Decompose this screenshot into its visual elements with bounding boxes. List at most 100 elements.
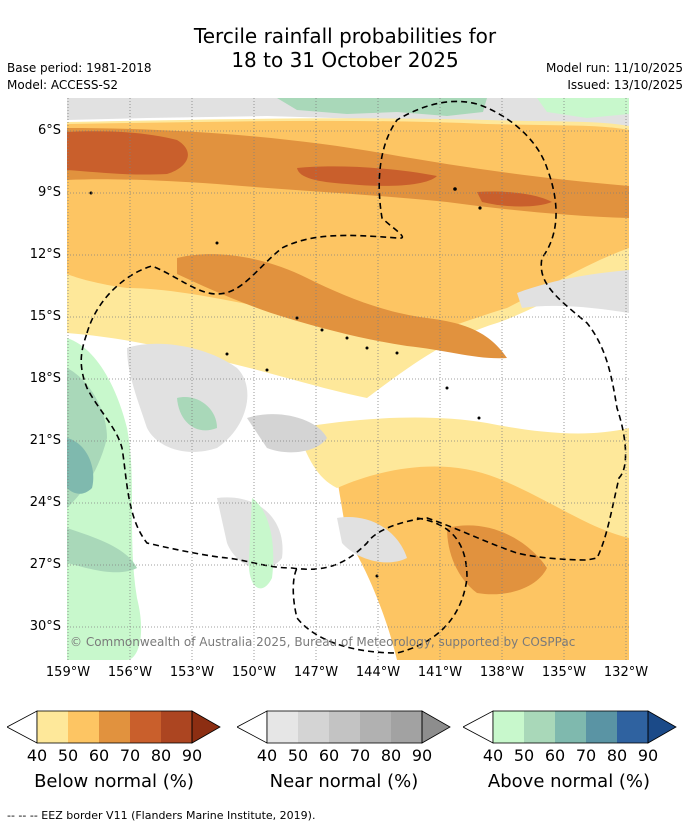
colorbar-swatch	[617, 711, 648, 743]
eez-french-polynesia	[80, 100, 627, 571]
colorbar-tick: 40	[26, 746, 48, 765]
colorbar-tick: 50	[513, 746, 535, 765]
colorbar-tick: 90	[411, 746, 433, 765]
colorbar-above-normal	[463, 710, 677, 744]
island-marker	[477, 416, 481, 420]
lon-label: 132°W	[603, 665, 649, 680]
below-40-south	[297, 417, 629, 538]
model-run-date: Model run: 11/10/2025	[545, 61, 683, 75]
below-60-south	[447, 525, 547, 595]
colorbar-swatch	[360, 711, 391, 743]
issued-date: Issued: 13/10/2025	[567, 78, 683, 92]
island-marker	[215, 241, 219, 245]
below-60-central	[177, 254, 507, 359]
colorbar-swatch	[161, 711, 192, 743]
lon-label: 150°W	[231, 665, 277, 680]
colorbar-tick: 90	[637, 746, 659, 765]
below-70-east	[297, 166, 437, 186]
eez-footnote: -- -- -- EEZ border V11 (Flanders Marine…	[7, 809, 316, 822]
colorbar-swatch	[298, 711, 329, 743]
copyright-notice: © Commonwealth of Australia 2025, Bureau…	[70, 635, 576, 649]
lat-label: 21°S	[29, 433, 61, 448]
lon-label: 147°W	[293, 665, 339, 680]
lat-label: 24°S	[29, 495, 61, 510]
colorbar-below-normal	[7, 710, 221, 744]
colorbar-swatch	[37, 711, 68, 743]
lat-label: 6°S	[37, 123, 61, 138]
above-40-center	[248, 498, 274, 589]
colorbar-swatch	[329, 711, 360, 743]
lon-label: 159°W	[45, 665, 91, 680]
lon-label: 156°W	[107, 665, 153, 680]
colorbar-low-tip	[7, 710, 38, 744]
lat-label: 30°S	[29, 619, 61, 634]
above-50-mid	[177, 397, 217, 431]
colorbar-tick: 60	[318, 746, 340, 765]
base-period: Base period: 1981-2018	[7, 61, 152, 75]
colorbar-low-tip	[237, 710, 268, 744]
above-50-sw	[67, 528, 137, 573]
above-normal-top-right	[537, 98, 629, 118]
eez-pitcairn	[292, 517, 468, 654]
colorbar-swatch	[267, 711, 298, 743]
island-marker	[478, 206, 482, 210]
model-name: Model: ACCESS-S2	[7, 78, 119, 92]
above-60-west	[67, 438, 94, 494]
title-line-1: Tercile rainfall probabilities for	[193, 24, 497, 48]
colorbar-swatch	[524, 711, 555, 743]
colorbar-swatch	[68, 711, 99, 743]
map-title: Tercile rainfall probabilities for 18 to…	[0, 24, 690, 72]
colorbar-title-below: Below normal (%)	[34, 771, 194, 792]
island-marker	[265, 368, 269, 372]
lat-label: 15°S	[29, 309, 61, 324]
island-marker	[365, 346, 369, 350]
above-normal-top-patch	[277, 98, 487, 116]
run-info: Model run: 11/10/2025 Issued: 13/10/2025	[546, 60, 683, 94]
colorbar-title-above: Above normal (%)	[487, 771, 651, 792]
colorbar-swatch	[586, 711, 617, 743]
lat-label: 9°S	[37, 185, 61, 200]
colorbar-tick: 60	[88, 746, 110, 765]
lon-label: 135°W	[541, 665, 587, 680]
island-marker	[395, 351, 399, 355]
colorbar-tick: 80	[606, 746, 628, 765]
colorbar-high-tip	[648, 711, 676, 743]
lon-label: 144°W	[355, 665, 401, 680]
colorbar-tick: 40	[482, 746, 504, 765]
island-marker	[345, 336, 349, 340]
eez-borders	[80, 100, 627, 654]
colorbar-tick: 70	[575, 746, 597, 765]
map-gridlines	[67, 98, 629, 660]
lat-label: 12°S	[29, 247, 61, 262]
colorbar-swatch	[391, 711, 422, 743]
colorbar-high-tip	[192, 711, 220, 743]
island-marker	[320, 328, 324, 332]
map-canvas	[67, 98, 629, 660]
colorbar-swatch	[555, 711, 586, 743]
colorbar-swatch	[99, 711, 130, 743]
lon-label: 153°W	[169, 665, 215, 680]
colorbar-tick: 50	[287, 746, 309, 765]
island-marker	[453, 187, 457, 191]
colorbar-tick: 60	[544, 746, 566, 765]
island-marker	[295, 316, 299, 320]
below-70-right	[477, 191, 552, 207]
colorbar-near-normal	[237, 710, 451, 744]
colorbar-tick: 90	[181, 746, 203, 765]
lat-label: 18°S	[29, 371, 61, 386]
lon-label: 141°W	[417, 665, 463, 680]
colorbar-tick: 50	[57, 746, 79, 765]
island-marker	[225, 352, 229, 356]
near-normal-south	[337, 517, 407, 563]
model-info: Base period: 1981-2018 Model: ACCESS-S2	[7, 60, 152, 94]
forecast-map	[67, 98, 629, 660]
near-normal-mid	[247, 414, 327, 453]
colorbar-high-tip	[422, 711, 450, 743]
colorbar-low-tip	[463, 710, 494, 744]
colorbar-title-near: Near normal (%)	[269, 771, 419, 792]
below-70-west	[67, 131, 188, 175]
colorbar-swatch	[493, 711, 524, 743]
colorbar-swatch	[130, 711, 161, 743]
colorbar-tick: 40	[256, 746, 278, 765]
title-line-2: 18 to 31 October 2025	[231, 48, 459, 72]
